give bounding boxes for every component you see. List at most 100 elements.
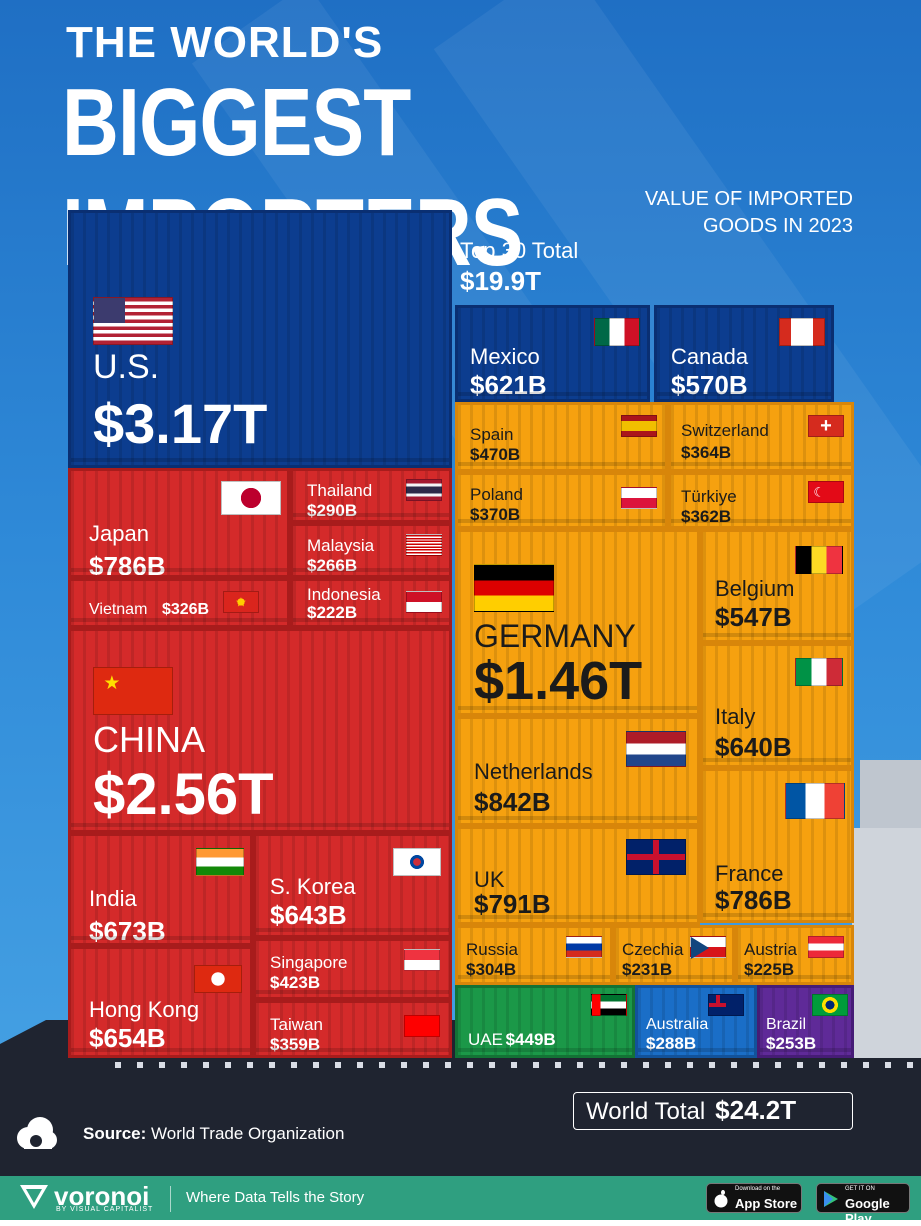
thailand-flag-icon — [406, 479, 442, 501]
app-store-small: Download on the — [735, 1186, 781, 1192]
world-total-box: World Total $24.2T — [573, 1092, 853, 1130]
india-flag-icon — [196, 848, 244, 876]
hong-kong-flag-icon — [194, 965, 242, 993]
country-value: $288B — [646, 1034, 697, 1053]
country-value: $643B — [270, 900, 347, 930]
country-value: $423B — [270, 973, 321, 992]
russia-flag-icon — [566, 936, 602, 958]
country-name: India — [89, 886, 137, 911]
singapore-flag-icon — [404, 949, 440, 971]
country-name: S. Korea — [270, 874, 356, 899]
country-value: $370B — [470, 505, 521, 524]
country-value: $640B — [715, 732, 792, 762]
top30-total-value: $19.9T — [460, 266, 541, 296]
poland-flag-icon — [621, 487, 657, 509]
country-value: $449B — [505, 1030, 556, 1049]
voronoi-logo-icon — [20, 1185, 48, 1209]
treemap-cell-india: India $673B — [68, 833, 253, 946]
treemap-cell-germany: GERMANY $1.46T — [455, 529, 700, 716]
ship-rail — [115, 1062, 921, 1068]
country-name: Türkiye — [681, 487, 737, 506]
china-flag-icon: ★ — [93, 667, 173, 715]
country-name: Singapore — [270, 953, 348, 972]
treemap-cell-poland: Poland $370B — [455, 472, 668, 529]
country-value: $222B — [307, 603, 358, 622]
indonesia-flag-icon — [406, 591, 442, 613]
country-name: Mexico — [470, 344, 540, 369]
country-name: Czechia — [622, 940, 684, 959]
treemap-cell-brazil: Brazil $253B — [757, 985, 854, 1058]
us-flag-icon — [93, 297, 173, 345]
czechia-flag-icon — [690, 936, 726, 959]
treemap-cell-china: ★ CHINA $2.56T — [68, 628, 452, 833]
country-value: $266B — [307, 556, 358, 575]
south-korea-flag-icon — [393, 848, 441, 876]
treemap-cell-spain: Spain $470B — [455, 402, 668, 472]
japan-flag-icon — [221, 481, 281, 515]
treemap-cell-france: France $786B — [700, 768, 854, 923]
treemap-cell-us: U.S. $3.17T — [68, 210, 452, 468]
treemap-cell-switzerland: + Switzerland $364B — [668, 402, 854, 472]
switzerland-flag-icon: + — [808, 415, 844, 437]
google-play-button[interactable]: GET IT ON Google Play — [816, 1183, 910, 1226]
country-name: UAE — [468, 1030, 503, 1049]
country-value: $470B — [470, 445, 521, 464]
apple-icon — [714, 1190, 728, 1208]
country-value: $231B — [622, 960, 673, 979]
country-name: U.S. — [93, 348, 160, 386]
title-line-1: THE WORLD'S — [66, 18, 384, 67]
country-name: Belgium — [715, 576, 795, 601]
country-name: Russia — [466, 940, 518, 959]
country-name: Hong Kong — [89, 997, 200, 1022]
netherlands-flag-icon — [626, 731, 686, 767]
treemap-cell-turkiye: ☾ Türkiye $362B — [668, 472, 854, 529]
subtitle: VALUE OF IMPORTED GOODS IN 2023 — [645, 186, 853, 240]
google-play-small: GET IT ON — [845, 1186, 875, 1192]
country-name: France — [715, 861, 784, 886]
uk-flag-icon — [626, 839, 686, 875]
country-name: Thailand — [307, 481, 373, 500]
treemap-cell-indonesia: Indonesia $222B — [290, 578, 452, 628]
country-name: Brazil — [766, 1016, 807, 1033]
ship-deck — [0, 1058, 921, 1176]
footer-divider — [170, 1186, 171, 1212]
taiwan-flag-icon — [404, 1015, 440, 1037]
country-name: UK — [474, 867, 505, 892]
malaysia-flag-icon — [406, 534, 442, 556]
app-store-button[interactable]: Download on the App Store — [706, 1183, 802, 1213]
country-name: Italy — [715, 704, 756, 729]
treemap-cell-italy: Italy $640B — [700, 643, 854, 768]
country-name: Poland — [470, 485, 523, 504]
treemap-cell-south-korea: S. Korea $643B — [253, 833, 452, 938]
google-play-label: Google Play — [845, 1196, 890, 1226]
country-name: Australia — [646, 1016, 709, 1033]
australia-flag-icon — [708, 994, 744, 1016]
germany-flag-icon — [474, 564, 554, 612]
treemap-cell-uae: UAE $449B — [455, 985, 635, 1058]
mexico-flag-icon — [594, 318, 640, 346]
treemap-cell-vietnam: ★ Vietnam $326B — [68, 578, 290, 628]
country-name: Switzerland — [681, 421, 769, 440]
country-value: $2.56T — [93, 762, 274, 827]
ship-bridge — [860, 760, 921, 830]
country-name: Malaysia — [307, 536, 375, 555]
country-value: $570B — [671, 370, 748, 400]
tagline: Where Data Tells the Story — [186, 1189, 365, 1206]
treemap-cell-canada: Canada $570B — [654, 305, 834, 402]
country-name: Canada — [671, 344, 749, 369]
country-name: Spain — [470, 425, 514, 444]
canada-flag-icon — [779, 318, 825, 346]
country-value: $326B — [161, 601, 210, 618]
treemap-cell-japan: Japan $786B — [68, 468, 290, 578]
country-name: Indonesia — [307, 585, 381, 604]
subtitle-line-1: VALUE OF IMPORTED — [644, 188, 853, 210]
treemap-cell-malaysia: Malaysia $266B — [290, 523, 452, 578]
country-value: $364B — [681, 443, 732, 462]
country-value: $673B — [89, 916, 166, 946]
austria-flag-icon — [808, 936, 844, 958]
treemap-cell-austria: Austria $225B — [735, 925, 854, 985]
country-name: Netherlands — [474, 759, 593, 784]
country-name: Austria — [744, 940, 797, 959]
treemap-cell-netherlands: Netherlands $842B — [455, 716, 700, 826]
treemap-cell-thailand: Thailand $290B — [290, 468, 452, 523]
